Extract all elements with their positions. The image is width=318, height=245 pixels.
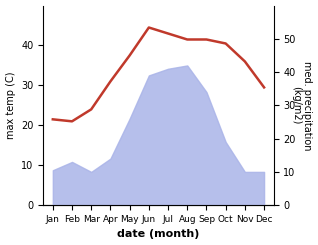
- X-axis label: date (month): date (month): [117, 230, 200, 239]
- Y-axis label: med. precipitation
(kg/m2): med. precipitation (kg/m2): [291, 61, 313, 150]
- Y-axis label: max temp (C): max temp (C): [5, 72, 16, 139]
